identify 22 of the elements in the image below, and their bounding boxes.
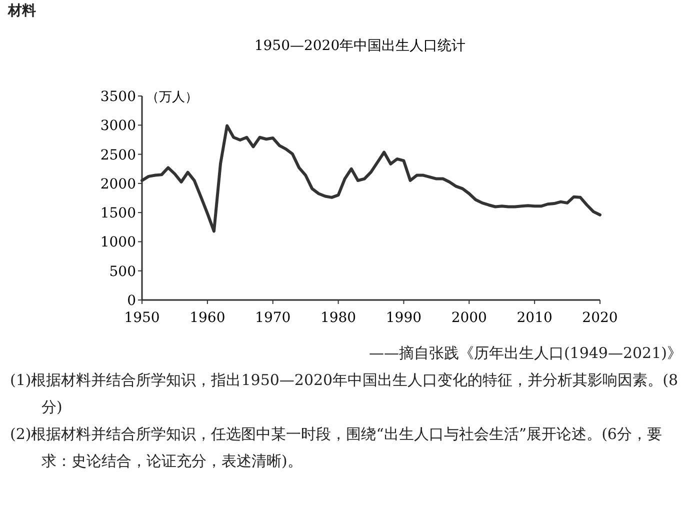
y-axis-title: （万人） (146, 90, 198, 105)
y-tick-label: 1000 (100, 234, 136, 251)
y-tick-label: 3500 (100, 89, 136, 105)
x-tick-label: 2000 (451, 310, 487, 326)
x-tick-label: 2020 (582, 310, 618, 326)
x-tick-label: 1980 (320, 310, 356, 326)
x-tick-label: 1970 (255, 310, 291, 326)
text: (2)根据材料并结合所学知识，任选图中某一时段，围绕“出生人口与社会生活”展开论述。(6分，要求：史论结合，论证充分，表述清晰)。 (10, 424, 663, 472)
x-tick-label: 1960 (190, 310, 226, 326)
text: ——摘自张践《历年出生人口(1949—2021)》 (368, 343, 683, 364)
x-tick-label: 1990 (386, 310, 422, 326)
y-tick-label: 2000 (100, 176, 136, 192)
text: 材料 (8, 2, 36, 20)
chart-title: 1950—2020年中国出生人口统计 (254, 38, 466, 54)
y-tick-label: 0 (127, 293, 136, 309)
y-tick-label: 2500 (100, 147, 136, 164)
text: (1)根据材料并结合所学知识，指出1950—2020年中国出生人口变化的特征，并分析其影响因素。(8分) (10, 370, 679, 418)
y-tick-label: 500 (109, 264, 136, 280)
x-tick-label: 1950 (124, 310, 160, 326)
x-tick-label: 2010 (516, 310, 552, 326)
y-tick-label: 3000 (100, 118, 136, 134)
y-tick-label: 1500 (100, 206, 136, 222)
